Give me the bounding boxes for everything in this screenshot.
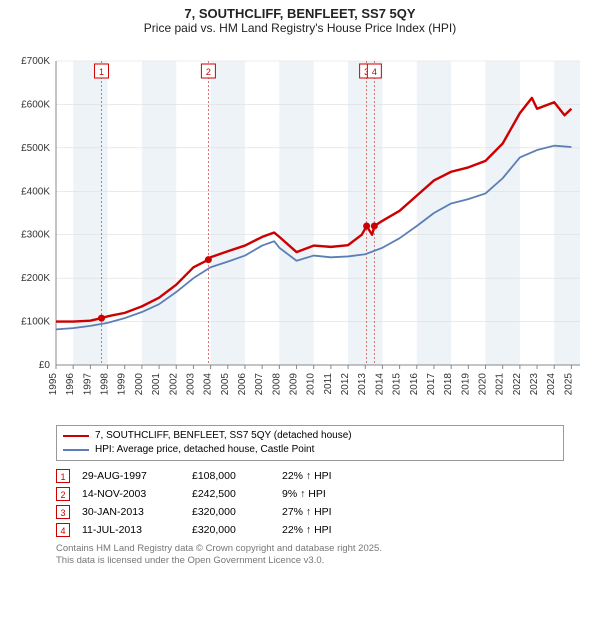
svg-text:£0: £0 [39,360,51,371]
tx-marker-box: 1 [56,469,70,483]
table-row: 4 11-JUL-2013£320,00022% ↑ HPI [56,521,344,539]
price-chart: £0 £100K £200K £300K £400K £500K £600K £700K 199… [8,39,592,419]
svg-text:£300K: £300K [21,230,50,241]
svg-text:1: 1 [99,67,104,77]
svg-text:2002: 2002 [168,373,179,396]
legend-label: HPI: Average price, detached house, Cast… [95,443,314,457]
svg-text:2006: 2006 [237,373,248,396]
tx-marker-box: 2 [56,487,70,501]
legend-swatch [63,449,89,452]
svg-text:2018: 2018 [443,373,454,396]
tx-date: 30-JAN-2013 [82,503,192,521]
svg-text:£500K: £500K [21,143,50,154]
svg-text:1997: 1997 [82,373,93,396]
svg-text:2016: 2016 [409,373,420,396]
tx-date: 29-AUG-1997 [82,467,192,485]
svg-text:2023: 2023 [529,373,540,396]
svg-text:2017: 2017 [426,373,437,396]
svg-text:2019: 2019 [460,373,471,396]
svg-text:2013: 2013 [357,373,368,396]
tx-price: £320,000 [192,503,282,521]
svg-text:2005: 2005 [220,373,231,396]
tx-marker-box: 3 [56,505,70,519]
svg-text:£600K: £600K [21,99,50,110]
svg-text:2024: 2024 [546,373,557,396]
footer-line1: Contains HM Land Registry data © Crown c… [56,543,592,555]
svg-text:£100K: £100K [21,317,50,328]
svg-text:2011: 2011 [323,373,334,395]
table-row: 1 29-AUG-1997£108,00022% ↑ HPI [56,467,344,485]
table-row: 3 30-JAN-2013£320,00027% ↑ HPI [56,503,344,521]
svg-text:£700K: £700K [21,56,50,67]
tx-delta: 22% ↑ HPI [282,521,344,539]
tx-price: £242,500 [192,485,282,503]
svg-text:1995: 1995 [48,373,59,396]
svg-text:2010: 2010 [306,373,317,396]
chart-title-line2: Price paid vs. HM Land Registry's House … [8,21,592,35]
svg-text:2007: 2007 [254,373,265,396]
footer-attribution: Contains HM Land Registry data © Crown c… [56,543,592,568]
svg-text:2012: 2012 [340,373,351,396]
chart-title-line1: 7, SOUTHCLIFF, BENFLEET, SS7 5QY [8,6,592,21]
svg-text:2004: 2004 [203,373,214,396]
svg-text:2001: 2001 [151,373,162,396]
svg-text:1996: 1996 [65,373,76,396]
tx-price: £320,000 [192,521,282,539]
svg-text:2021: 2021 [495,373,506,396]
legend-label: 7, SOUTHCLIFF, BENFLEET, SS7 5QY (detach… [95,429,352,443]
legend-row: 7, SOUTHCLIFF, BENFLEET, SS7 5QY (detach… [63,429,557,443]
svg-text:1998: 1998 [100,373,111,396]
tx-delta: 9% ↑ HPI [282,485,344,503]
tx-delta: 27% ↑ HPI [282,503,344,521]
svg-text:1999: 1999 [117,373,128,396]
svg-text:2015: 2015 [392,373,403,396]
svg-text:2025: 2025 [563,373,574,396]
svg-text:2000: 2000 [134,373,145,396]
svg-text:2022: 2022 [512,373,523,396]
svg-text:£200K: £200K [21,273,50,284]
legend: 7, SOUTHCLIFF, BENFLEET, SS7 5QY (detach… [56,425,564,461]
svg-text:2020: 2020 [478,373,489,396]
legend-row: HPI: Average price, detached house, Cast… [63,443,557,457]
tx-price: £108,000 [192,467,282,485]
transaction-table: 129-AUG-1997£108,00022% ↑ HPI214-NOV-200… [56,467,344,539]
svg-text:2: 2 [206,67,211,77]
tx-marker-box: 4 [56,523,70,537]
svg-text:£400K: £400K [21,186,50,197]
tx-date: 14-NOV-2003 [82,485,192,503]
svg-text:4: 4 [372,67,377,77]
legend-swatch [63,435,89,438]
svg-text:2014: 2014 [374,373,385,396]
svg-text:2009: 2009 [289,373,300,396]
table-row: 2 14-NOV-2003£242,5009% ↑ HPI [56,485,344,503]
svg-text:2008: 2008 [271,373,282,396]
svg-text:2003: 2003 [185,373,196,396]
footer-line2: This data is licensed under the Open Gov… [56,555,592,567]
tx-date: 11-JUL-2013 [82,521,192,539]
tx-delta: 22% ↑ HPI [282,467,344,485]
